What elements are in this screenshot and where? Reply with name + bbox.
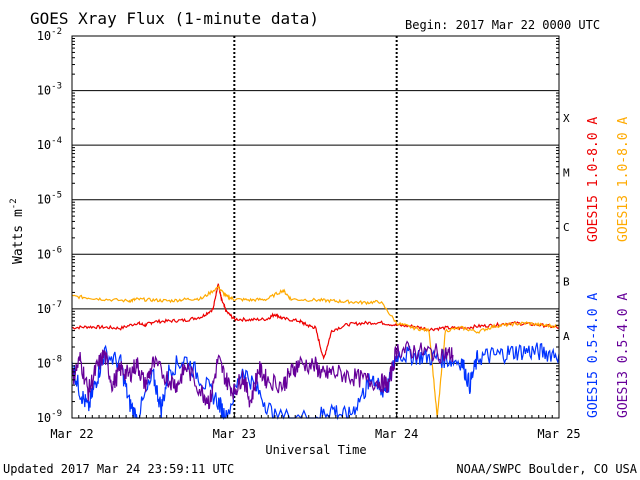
footer-updated: Updated 2017 Mar 24 23:59:11 UTC — [3, 462, 234, 476]
y-tick-label: 10-8 — [37, 354, 62, 370]
y-tick-exp: -7 — [51, 300, 62, 310]
y-tick-exp: -4 — [51, 136, 62, 146]
x-tick-labels: Mar 22 Mar 23 Mar 24 Mar 25 — [50, 427, 580, 441]
y-tick-exp: -3 — [51, 82, 62, 92]
legend-entry: GOES15 1.0-8.0 A — [586, 117, 601, 242]
legend-entry: GOES15 0.5-4.0 A — [586, 293, 601, 418]
legend: GOES15 1.0-8.0 A GOES13 1.0-8.0 A GOES15 0… — [586, 117, 631, 418]
x-axis-label: Universal Time — [265, 443, 366, 457]
flare-class-m: M — [563, 166, 570, 179]
y-tick-exp: -5 — [51, 191, 62, 201]
y-tick-base: 10 — [37, 302, 51, 316]
legend-entry: GOES13 1.0-8.0 A — [616, 117, 631, 242]
plot-frame — [71, 35, 560, 419]
flare-class-b: B — [563, 276, 570, 289]
y-tick-label: 10-3 — [37, 82, 62, 98]
y-tick-base: 10 — [37, 247, 51, 261]
series-line — [71, 284, 560, 418]
y-axis-label: Watts m-2 — [9, 198, 26, 264]
y-tick-exp: -9 — [51, 409, 62, 419]
y-tick-base: 10 — [37, 193, 51, 207]
series-line — [71, 283, 560, 361]
chart-title: GOES Xray Flux (1-minute data) — [30, 9, 319, 28]
x-tick-label: Mar 25 — [537, 427, 580, 441]
y-tick-base: 10 — [37, 411, 51, 425]
x-tick-label: Mar 23 — [213, 427, 256, 441]
y-tick-base: 10 — [37, 138, 51, 152]
x-tick-label: Mar 24 — [375, 427, 418, 441]
flare-class-c: C — [563, 221, 570, 234]
y-tick-exp: -8 — [51, 354, 62, 364]
flare-class-x: X — [563, 112, 570, 125]
y-tick-exp: -6 — [51, 245, 62, 255]
footer-credit: NOAA/SWPC Boulder, CO USA — [456, 462, 637, 476]
y-tick-labels: 10-210-310-410-510-610-710-810-9 — [37, 27, 62, 425]
begin-label: Begin: 2017 Mar 22 0000 UTC — [405, 18, 600, 32]
y-tick-label: 10-6 — [37, 245, 62, 261]
y-tick-label: 10-5 — [37, 191, 62, 207]
y-axis-label-superscript: -2 — [9, 198, 19, 209]
y-tick-base: 10 — [37, 356, 51, 370]
y-tick-label: 10-2 — [37, 27, 62, 43]
y-tick-exp: -2 — [51, 27, 62, 37]
flare-class-labels: X M C B A — [563, 112, 570, 343]
series-line — [71, 340, 454, 410]
y-tick-base: 10 — [37, 29, 51, 43]
y-axis-label-text: Watts m — [11, 209, 26, 264]
y-tick-label: 10-4 — [37, 136, 62, 152]
data-series — [71, 283, 560, 421]
x-tick-label: Mar 22 — [50, 427, 93, 441]
legend-entry: GOES13 0.5-4.0 A — [616, 293, 631, 418]
flare-class-a: A — [563, 330, 570, 343]
y-tick-label: 10-9 — [37, 409, 62, 425]
y-tick-base: 10 — [37, 84, 51, 98]
y-tick-label: 10-7 — [37, 300, 62, 316]
